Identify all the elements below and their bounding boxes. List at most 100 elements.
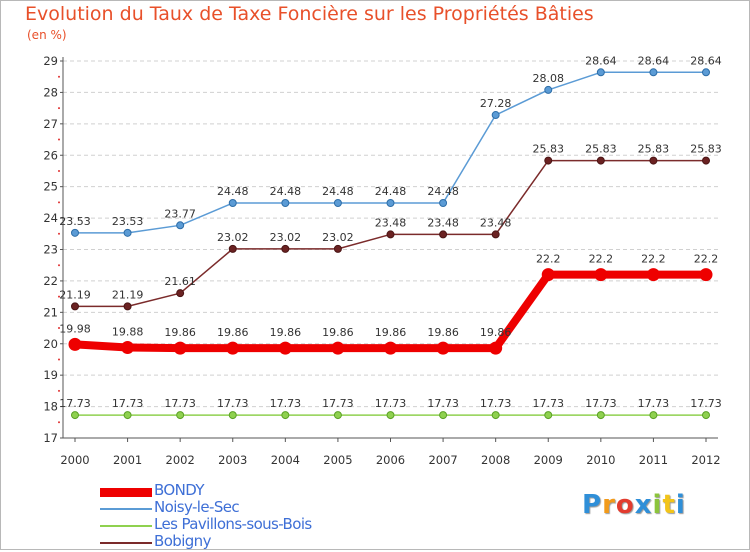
legend-label: Noisy-le-Sec [154, 498, 240, 516]
data-point [596, 68, 605, 77]
y-minor-mark [58, 232, 60, 235]
y-tick-label: 27 [43, 117, 58, 131]
y-minor-mark [58, 169, 60, 172]
legend-label: Bobigny [154, 532, 211, 550]
chart-subtitle: (en %) [27, 28, 67, 42]
data-point [384, 341, 397, 355]
data-point [491, 111, 500, 120]
data-label: 23.48 [427, 216, 459, 229]
logo-letter: P [582, 490, 603, 520]
data-point [333, 244, 342, 253]
x-tick-label: 2005 [323, 453, 352, 467]
data-label: 17.73 [638, 397, 670, 410]
data-point [699, 268, 713, 282]
data-label: 19.86 [322, 326, 354, 339]
data-point [544, 156, 553, 165]
data-point [596, 156, 605, 165]
legend-swatch [100, 542, 152, 544]
data-point [489, 341, 503, 355]
x-tick-label: 2012 [691, 453, 720, 467]
data-point [228, 244, 237, 253]
data-point [176, 289, 185, 298]
data-point [123, 228, 132, 237]
data-label: 24.48 [322, 185, 354, 198]
data-point [281, 244, 290, 253]
x-tick-label: 2007 [428, 453, 457, 467]
data-label: 19.86 [480, 326, 512, 339]
data-point [176, 221, 185, 230]
logo-letter: i [652, 490, 663, 520]
y-minor-mark [58, 421, 60, 424]
data-label: 21.61 [164, 275, 196, 288]
data-label: 17.73 [690, 397, 722, 410]
data-point [439, 199, 448, 208]
data-point [331, 341, 345, 355]
data-label: 17.73 [59, 397, 91, 410]
data-label: 23.53 [112, 215, 144, 228]
data-point [646, 268, 660, 282]
data-label: 17.73 [112, 397, 144, 410]
data-point [702, 68, 710, 77]
data-label: 27.28 [480, 97, 512, 110]
data-label: 23.48 [375, 216, 407, 229]
data-label: 24.48 [427, 185, 459, 198]
data-label: 19.86 [427, 326, 459, 339]
data-point [491, 230, 500, 239]
data-point [649, 411, 658, 420]
y-tick-label: 29 [43, 54, 58, 68]
y-minor-mark [58, 358, 60, 361]
logo-letter: o [615, 490, 635, 520]
data-label: 28.64 [585, 54, 617, 67]
data-point [333, 199, 342, 208]
y-tick-label: 22 [43, 274, 58, 288]
data-label: 19.86 [375, 326, 407, 339]
y-tick-label: 17 [43, 431, 58, 445]
data-labels: 19.98 19.88 19.86 19.86 19.86 19.86 19.86 19.86… [59, 54, 722, 410]
logo-letter: r [602, 490, 616, 520]
data-label: 28.64 [690, 54, 722, 67]
data-point [649, 156, 658, 165]
data-point [71, 228, 79, 237]
data-label: 22.2 [536, 253, 561, 266]
data-label: 19.86 [164, 326, 196, 339]
data-point [176, 411, 185, 420]
y-tick-label: 28 [43, 85, 58, 99]
data-label: 23.77 [164, 207, 196, 220]
data-label: 17.73 [217, 397, 249, 410]
y-tick-label: 23 [43, 243, 58, 257]
legend-label: BONDY [154, 481, 205, 499]
x-tick-label: 2002 [166, 453, 195, 467]
y-minor-mark [58, 138, 60, 141]
x-tick-label: 2003 [218, 453, 247, 467]
data-point [386, 411, 395, 420]
data-point [228, 411, 237, 420]
data-label: 23.02 [217, 231, 249, 244]
data-label: 25.83 [585, 143, 617, 156]
series-les-pavillons-sous-bois [71, 411, 710, 420]
data-point [439, 411, 448, 420]
logo-letter: i [675, 490, 686, 520]
data-point [702, 411, 710, 420]
series-noisy-le-sec [71, 68, 710, 237]
y-minor-mark [58, 201, 60, 204]
data-label: 24.48 [217, 185, 249, 198]
data-label: 19.88 [112, 326, 144, 339]
data-point [281, 411, 290, 420]
data-point [649, 68, 658, 77]
data-point [541, 268, 555, 282]
proxiti-logo: Proxiti [582, 490, 686, 520]
data-label: 17.73 [533, 397, 565, 410]
data-label: 19.98 [59, 322, 91, 335]
axes: 17 18 19 20 21 22 23 24 25 26 27 28 29 2000 2001 2002 20… [43, 54, 720, 467]
y-tick-label: 20 [43, 337, 58, 351]
y-tick-label: 24 [43, 211, 58, 225]
data-point [173, 341, 187, 355]
data-label: 19.86 [217, 326, 249, 339]
data-label: 23.53 [59, 215, 91, 228]
y-minor-mark [58, 327, 60, 330]
data-point [123, 411, 132, 420]
series-bondy [68, 268, 713, 355]
logo-letter: t [662, 490, 676, 520]
x-tick-label: 2009 [534, 453, 563, 467]
legend-label: Les Pavillons-sous-Bois [154, 515, 312, 533]
